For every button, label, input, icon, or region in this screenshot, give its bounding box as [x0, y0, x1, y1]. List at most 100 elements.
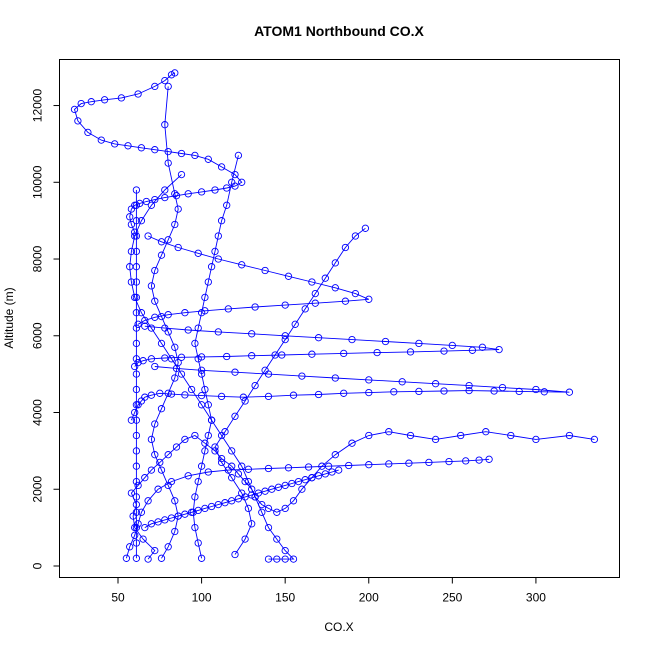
data-point: [134, 358, 142, 367]
x-tick-label: 300: [526, 591, 546, 605]
data-point: [132, 370, 141, 378]
data-point: [197, 188, 206, 196]
data-point: [301, 476, 309, 484]
data-point: [385, 460, 393, 468]
data-point: [345, 461, 353, 470]
data-point: [171, 343, 179, 351]
data-point: [274, 483, 283, 491]
series-line: [73, 72, 243, 233]
data-point: [445, 457, 453, 466]
data-point: [132, 401, 141, 409]
series-line: [130, 366, 570, 421]
data-point: [201, 439, 209, 447]
data-point: [184, 326, 192, 334]
data-point: [241, 397, 249, 405]
data-point: [273, 535, 281, 543]
data-point: [132, 493, 141, 501]
data-point: [151, 362, 159, 371]
data-point: [228, 497, 236, 505]
data-point: [515, 387, 523, 396]
data-point: [172, 443, 181, 451]
data-point: [211, 186, 219, 194]
data-point: [171, 374, 179, 382]
data-point: [351, 289, 360, 298]
data-point: [485, 455, 493, 463]
data-point: [239, 393, 248, 401]
data-point: [314, 472, 323, 480]
x-tick-label: 100: [192, 591, 212, 605]
data-point: [201, 293, 209, 302]
data-point: [406, 348, 415, 356]
plot-frame: [59, 59, 620, 578]
data-point: [465, 386, 473, 395]
data-point: [223, 352, 231, 361]
data-point: [157, 405, 166, 413]
data-point: [111, 140, 119, 148]
data-point: [223, 184, 231, 192]
y-tick-label: 8000: [31, 245, 45, 272]
data-point: [194, 355, 202, 363]
series-6: [122, 455, 493, 562]
data-point: [151, 195, 159, 204]
data-point: [234, 151, 243, 160]
data-point: [373, 348, 381, 357]
data-point: [238, 178, 246, 186]
data-point: [341, 243, 350, 252]
data-point: [288, 479, 296, 488]
y-tick-label: 10000: [31, 165, 45, 199]
data-point: [331, 451, 339, 459]
data-point: [151, 546, 159, 555]
data-point: [139, 535, 147, 543]
data-point: [131, 408, 139, 417]
data-point: [478, 343, 487, 351]
data-point: [171, 190, 179, 198]
data-point: [70, 105, 79, 114]
data-point: [248, 352, 256, 360]
data-point: [151, 420, 159, 428]
data-point: [207, 502, 216, 511]
data-point: [164, 481, 172, 490]
data-point: [321, 274, 329, 282]
data-point: [164, 82, 172, 91]
series-line: [192, 155, 239, 559]
data-point: [184, 190, 192, 198]
data-point: [127, 489, 136, 497]
data-point: [132, 186, 141, 194]
data-point: [228, 474, 236, 482]
data-point: [194, 324, 202, 332]
data-point: [132, 462, 141, 470]
chart-title: ATOM1 Northbound CO.X: [254, 23, 424, 39]
data-point: [248, 491, 256, 499]
series-0: [127, 428, 599, 563]
data-point: [126, 213, 134, 221]
data-point: [181, 435, 189, 444]
data-point: [157, 339, 166, 348]
data-point: [167, 355, 176, 363]
data-point: [164, 451, 172, 459]
data-point: [241, 535, 249, 543]
data-point: [141, 322, 149, 330]
data-point: [540, 388, 548, 396]
data-point: [87, 98, 95, 106]
data-point: [244, 504, 253, 513]
data-point: [132, 385, 141, 394]
data-point: [261, 487, 269, 495]
data-point: [161, 186, 169, 194]
data-point: [151, 451, 159, 459]
data-point: [194, 506, 202, 515]
data-point: [171, 69, 179, 77]
data-point: [161, 516, 169, 524]
data-point: [134, 320, 142, 328]
data-point: [164, 311, 172, 319]
data-point: [328, 468, 336, 476]
data-point: [381, 337, 390, 346]
data-point: [284, 272, 293, 280]
data-point: [244, 465, 253, 473]
data-point: [348, 335, 356, 344]
data-point: [151, 297, 159, 305]
data-point: [181, 510, 189, 518]
data-point: [440, 387, 448, 395]
data-point: [157, 312, 166, 321]
data-point: [161, 76, 169, 85]
data-point: [157, 554, 166, 562]
